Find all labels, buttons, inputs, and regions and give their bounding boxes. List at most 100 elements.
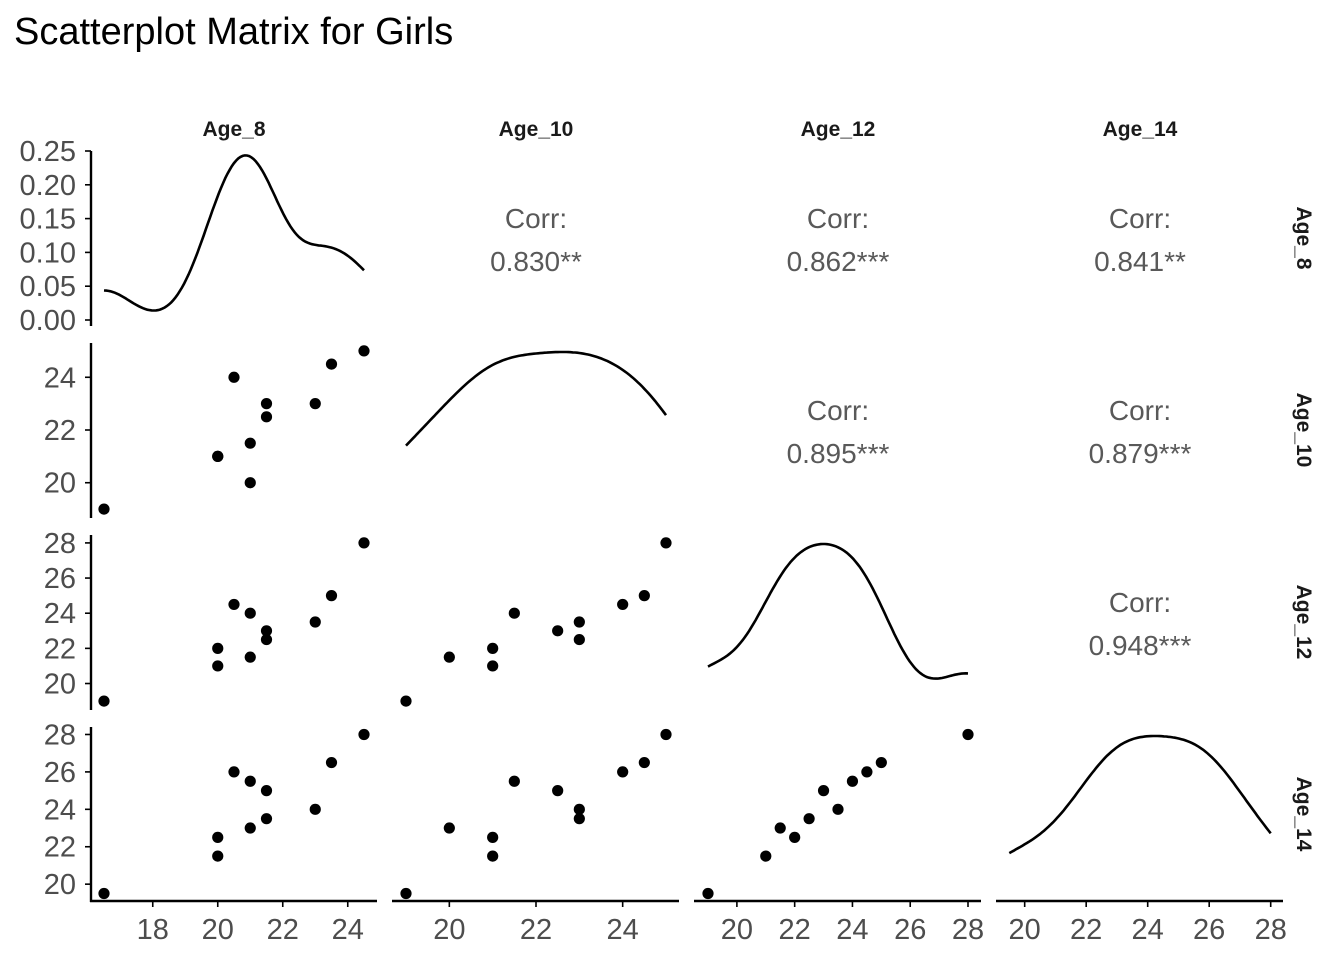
scatter-point <box>244 437 256 449</box>
scatter-point <box>617 766 629 778</box>
y-tick-label: 22 <box>44 832 76 864</box>
scatter-point <box>400 887 412 900</box>
x-tick-label: 20 <box>202 914 234 946</box>
x-tick-label: 22 <box>520 914 552 946</box>
y-tick-label: 28 <box>44 528 76 560</box>
matrix-panels: Age_8 Age_10 Age_12 Age_14 Age_8 Age_10 Age_12… <box>20 118 1315 946</box>
row-strip-age-10: Age_10 <box>1292 393 1315 468</box>
scatter-point <box>487 642 499 654</box>
scatter-point <box>573 633 585 646</box>
scatter-point <box>358 345 370 357</box>
y-tick-label: 26 <box>44 757 76 789</box>
scatter-point <box>260 785 273 797</box>
scatter-point <box>552 625 564 637</box>
density-curve-age-10 <box>405 350 668 447</box>
x-tick-label: 20 <box>433 914 465 946</box>
corr-label: Corr: <box>1109 395 1171 426</box>
x-tick-label: 26 <box>894 914 926 946</box>
x-tick-label: 24 <box>607 914 639 946</box>
scatter-point <box>309 616 321 628</box>
scatter-point <box>702 887 714 900</box>
y-tick-label: 20 <box>44 669 76 701</box>
corr-label: Corr: <box>1109 203 1171 234</box>
scatter-point <box>244 775 256 787</box>
scatter-point <box>98 503 110 515</box>
scatter-point <box>638 590 650 602</box>
y-tick-label: 0.25 <box>20 136 76 168</box>
column-strip-age-8: Age_8 <box>202 118 265 141</box>
density-curve-age-14 <box>1008 734 1272 855</box>
scatter-point <box>638 756 650 769</box>
scatter-point <box>508 607 520 619</box>
scatter-point <box>212 831 224 843</box>
scatter-point <box>817 785 830 797</box>
scatter-point <box>244 651 256 663</box>
scatter-point <box>660 728 672 741</box>
scatter-point <box>244 607 256 619</box>
scatter-point <box>358 537 370 549</box>
corr-value: 0.895*** <box>787 438 890 469</box>
scatter-point <box>244 477 256 489</box>
scatter-point <box>846 775 859 787</box>
x-tick-label: 22 <box>1070 914 1102 946</box>
x-tick-label: 28 <box>1255 914 1287 946</box>
scatter-point <box>875 756 887 769</box>
corr-label: Corr: <box>1109 587 1171 618</box>
x-tick-label: 24 <box>836 914 868 946</box>
scatter-point <box>228 766 240 778</box>
scatter-point <box>400 695 412 707</box>
scatter-point <box>803 813 815 825</box>
scatter-point <box>552 785 564 797</box>
row-strip-age-14: Age_14 <box>1292 777 1315 852</box>
column-strip-age-14: Age_14 <box>1103 118 1178 141</box>
scatter-point <box>212 660 224 672</box>
corr-value: 0.862*** <box>787 246 890 277</box>
scatter-point <box>443 822 455 834</box>
corr-label: Corr: <box>505 203 567 234</box>
scatter-point <box>508 775 520 787</box>
corr-label: Corr: <box>807 395 869 426</box>
scatter-point <box>962 728 974 741</box>
scatter-point <box>358 728 370 741</box>
y-tick-label: 28 <box>44 719 76 751</box>
y-tick-label: 24 <box>44 362 76 394</box>
y-tick-label: 22 <box>44 415 76 447</box>
x-tick-label: 24 <box>332 914 364 946</box>
scatter-point <box>443 651 455 663</box>
scatter-point <box>774 822 786 834</box>
y-tick-label: 0.20 <box>20 170 76 202</box>
scatter-point <box>573 803 585 815</box>
x-tick-label: 24 <box>1132 914 1164 946</box>
x-tick-label: 26 <box>1193 914 1225 946</box>
scatter-point <box>487 831 499 843</box>
scatter-point <box>228 598 240 611</box>
y-tick-label: 20 <box>44 468 76 500</box>
scatter-point <box>832 803 844 815</box>
y-tick-label: 24 <box>44 794 76 826</box>
scatter-point <box>260 398 273 410</box>
scatter-point <box>212 450 224 462</box>
y-tick-label: 26 <box>44 563 76 595</box>
scatter-point <box>309 803 321 815</box>
scatter-point <box>660 537 672 549</box>
scatter-point <box>760 850 772 862</box>
corr-value: 0.879*** <box>1089 438 1192 469</box>
scatter-point <box>260 625 273 637</box>
density-curve-age-8 <box>103 154 365 312</box>
scatter-point <box>573 616 585 628</box>
scatter-point <box>487 850 499 862</box>
scatter-point <box>260 411 273 423</box>
corr-value: 0.948*** <box>1089 630 1192 661</box>
column-strip-age-10: Age_10 <box>499 118 574 141</box>
scatter-point <box>98 695 110 707</box>
x-tick-label: 22 <box>779 914 811 946</box>
scatter-point <box>228 371 240 383</box>
scatter-point <box>487 660 499 672</box>
row-strip-age-12: Age_12 <box>1292 585 1315 660</box>
scatter-point <box>244 822 256 834</box>
scatter-point <box>573 813 585 825</box>
x-tick-label: 22 <box>267 914 299 946</box>
y-tick-label: 0.05 <box>20 271 76 303</box>
scatter-point <box>309 398 321 410</box>
y-tick-label: 22 <box>44 633 76 665</box>
